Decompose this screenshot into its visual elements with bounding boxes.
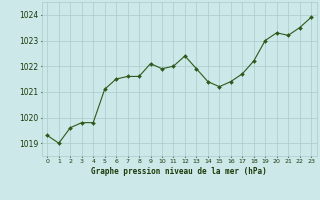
X-axis label: Graphe pression niveau de la mer (hPa): Graphe pression niveau de la mer (hPa) bbox=[91, 167, 267, 176]
